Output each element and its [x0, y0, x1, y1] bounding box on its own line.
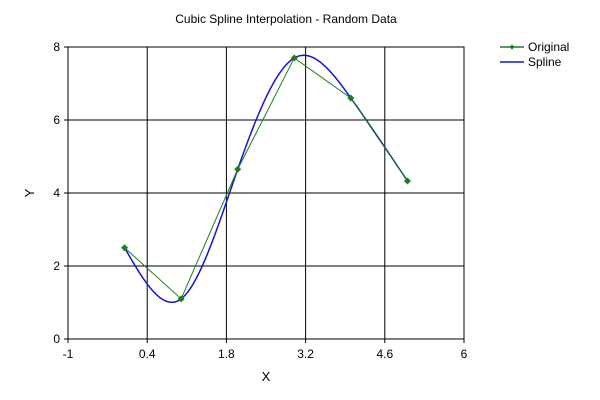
y-axis-label: Y: [22, 188, 37, 197]
grid-lines: [67, 46, 465, 340]
y-tick-labels: 0 2 4 6 8: [53, 40, 68, 346]
original-series-line: [124, 57, 408, 300]
legend-item-spline: Spline: [500, 55, 562, 69]
original-data-point: [347, 94, 355, 102]
x-tick-labels: -1 0.4 1.8 3.2 4.6 6: [63, 339, 468, 361]
legend: Original Spline: [500, 40, 569, 69]
original-data-point: [403, 177, 411, 185]
x-tick-label: 0.4: [139, 347, 156, 361]
chart-title: Cubic Spline Interpolation - Random Data: [175, 12, 397, 26]
x-tick-label: 6: [461, 347, 468, 361]
spline-series-line: [123, 54, 409, 304]
x-tick-label: -1: [63, 347, 74, 361]
y-tick-label: 6: [53, 113, 60, 127]
x-tick-label: 1.8: [218, 347, 235, 361]
legend-label-original: Original: [528, 40, 569, 54]
original-data-point: [121, 244, 129, 252]
plot-series: [121, 54, 411, 304]
legend-label-spline: Spline: [528, 55, 562, 69]
x-tick-label: 4.6: [376, 347, 393, 361]
y-tick-label: 0: [53, 332, 60, 346]
original-data-point: [234, 165, 242, 173]
y-tick-label: 4: [53, 186, 60, 200]
y-tick-label: 2: [53, 259, 60, 273]
x-axis-label: X: [262, 369, 271, 384]
original-data-point: [290, 54, 298, 62]
y-tick-label: 8: [53, 40, 60, 54]
legend-item-original: Original: [500, 40, 569, 54]
x-tick-label: 3.2: [297, 347, 314, 361]
original-data-point: [177, 295, 185, 303]
legend-marker-original: [509, 44, 515, 50]
